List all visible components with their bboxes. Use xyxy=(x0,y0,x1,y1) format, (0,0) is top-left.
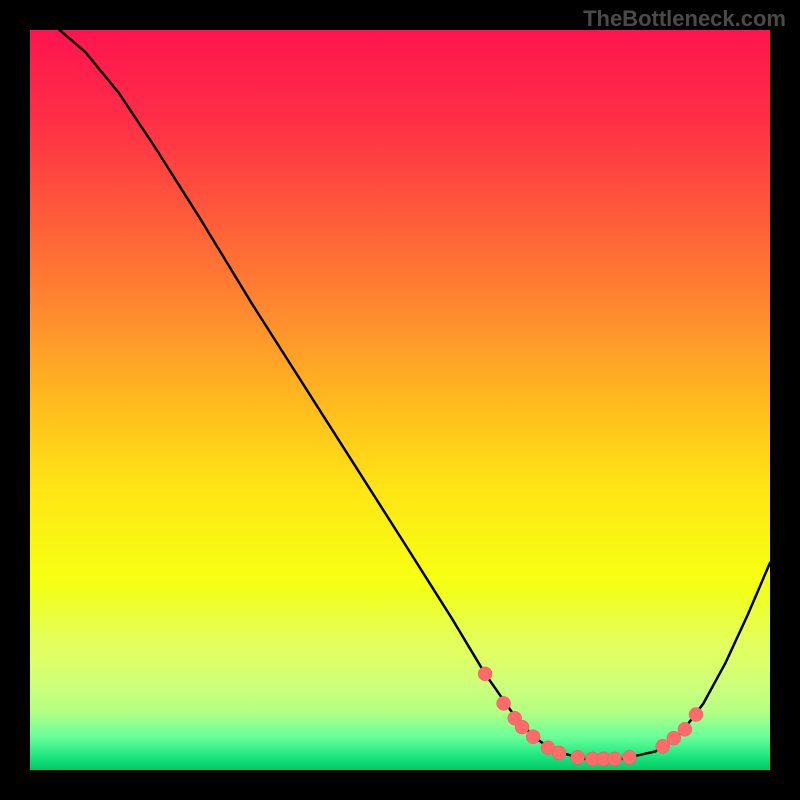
data-marker xyxy=(678,722,692,736)
data-marker xyxy=(571,750,585,764)
highlight-band xyxy=(30,592,770,733)
data-marker xyxy=(608,752,622,766)
data-marker xyxy=(497,696,511,710)
data-marker xyxy=(526,730,540,744)
data-marker xyxy=(478,667,492,681)
data-marker xyxy=(689,708,703,722)
watermark-text: TheBottleneck.com xyxy=(583,6,786,32)
data-marker xyxy=(515,720,529,734)
data-marker xyxy=(552,746,566,760)
chart-container: TheBottleneck.com xyxy=(0,0,800,800)
bottleneck-curve-chart xyxy=(30,30,770,770)
data-marker xyxy=(667,731,681,745)
data-marker xyxy=(622,750,636,764)
